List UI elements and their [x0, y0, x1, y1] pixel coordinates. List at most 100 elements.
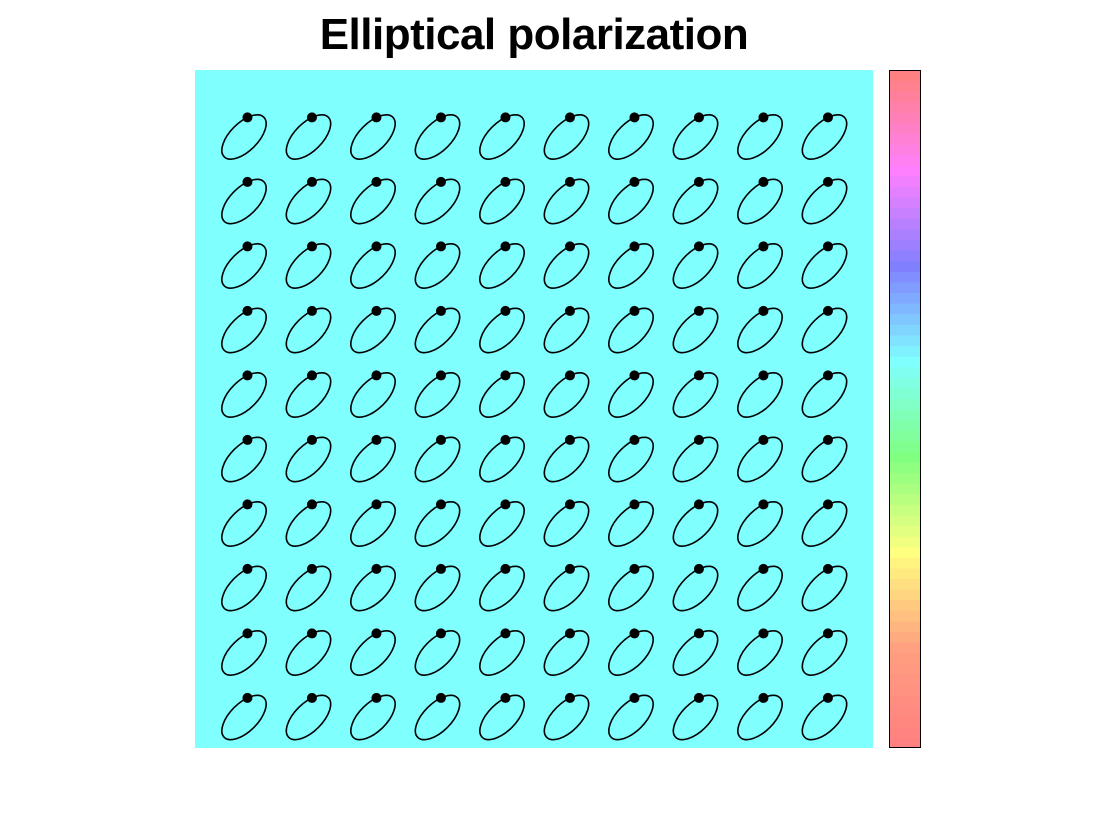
colorbar-band — [889, 228, 921, 241]
polarization-ellipse — [801, 628, 848, 676]
polarization-marker — [564, 241, 575, 252]
ellipse-path — [543, 501, 590, 547]
polarization-ellipse — [479, 370, 525, 418]
ellipse-path — [737, 372, 783, 418]
colorbar-band — [889, 324, 921, 336]
ellipse-grid — [221, 112, 848, 741]
ellipse-path — [479, 372, 525, 418]
polarization-marker — [371, 112, 382, 123]
polarization-ellipse — [801, 434, 848, 483]
polarization-ellipse — [608, 112, 654, 160]
polarization-marker — [693, 563, 704, 574]
polarization-ellipse — [801, 241, 848, 289]
polarization-marker — [822, 563, 833, 574]
polarization-marker — [242, 176, 253, 187]
ellipse-path — [414, 694, 461, 741]
polarization-marker — [822, 434, 833, 445]
colorbar-band — [889, 472, 921, 484]
polarization-marker — [306, 563, 317, 574]
polarization-marker — [822, 370, 833, 381]
ellipse-path — [608, 372, 654, 418]
polarization-marker — [435, 176, 446, 187]
colorbar-band — [889, 567, 921, 580]
polarization-ellipse — [672, 370, 719, 418]
ellipse-path — [801, 501, 848, 547]
ellipse-path — [285, 178, 332, 225]
ellipse-path — [801, 436, 848, 483]
polarization-marker — [822, 628, 833, 639]
ellipse-path — [672, 501, 719, 547]
polarization-marker — [693, 499, 704, 510]
colorbar-frame — [889, 70, 921, 748]
polarization-marker — [435, 499, 446, 510]
polarization-marker — [371, 241, 382, 252]
ellipse-path — [672, 694, 719, 741]
polarization-ellipse — [414, 499, 461, 547]
polarization-ellipse — [737, 241, 783, 289]
polarization-ellipse — [737, 176, 783, 225]
ellipse-path — [414, 307, 461, 354]
polarization-ellipse — [414, 112, 461, 160]
polarization-marker — [371, 176, 382, 187]
polarization-ellipse — [608, 305, 654, 354]
ellipse-path — [479, 243, 525, 289]
ellipse-path — [479, 630, 525, 676]
ellipse-path — [414, 501, 461, 547]
ellipse-path — [221, 630, 267, 676]
ellipse-path — [221, 694, 267, 741]
polarization-ellipse — [801, 370, 848, 418]
colorbar-band — [889, 514, 921, 527]
ellipse-path — [414, 114, 461, 160]
polarization-marker — [500, 499, 511, 510]
polarization-marker — [693, 692, 704, 703]
polarization-marker — [306, 305, 317, 316]
ellipse-path — [543, 114, 590, 160]
ellipse-path — [737, 178, 783, 225]
figure-title: Elliptical polarization — [319, 10, 749, 59]
polarization-ellipse — [737, 112, 783, 160]
ellipse-path — [608, 565, 654, 612]
polarization-marker — [306, 434, 317, 445]
polarization-ellipse — [285, 563, 332, 612]
ellipse-path — [350, 501, 396, 547]
polarization-ellipse — [221, 692, 267, 741]
colorbar-band — [889, 589, 921, 601]
polarization-marker — [693, 370, 704, 381]
polarization-ellipse — [285, 241, 332, 289]
polarization-marker — [822, 176, 833, 187]
polarization-marker — [822, 112, 833, 123]
polarization-marker — [564, 628, 575, 639]
polarization-marker — [564, 112, 575, 123]
polarization-ellipse — [737, 499, 783, 547]
colorbar-band — [889, 440, 921, 452]
ellipse-path — [672, 307, 719, 354]
polarization-marker — [693, 112, 704, 123]
ellipse-path — [801, 243, 848, 289]
polarization-marker — [500, 176, 511, 187]
ellipse-path — [737, 630, 783, 676]
polarization-ellipse — [801, 499, 848, 547]
polarization-ellipse — [221, 112, 267, 160]
colorbar-band — [889, 112, 921, 124]
ellipse-path — [221, 243, 267, 289]
ellipse-path — [672, 436, 719, 483]
colorbar-band — [889, 642, 921, 654]
polarization-ellipse — [221, 628, 267, 676]
polarization-marker — [629, 112, 640, 123]
colorbar-band — [889, 91, 921, 103]
ellipse-path — [350, 436, 396, 483]
ellipse-path — [479, 565, 525, 612]
polarization-ellipse — [414, 176, 461, 225]
polarization-ellipse — [479, 241, 525, 289]
polarization-ellipse — [543, 499, 590, 547]
polarization-ellipse — [737, 628, 783, 676]
polarization-ellipse — [479, 305, 525, 354]
colorbar-band — [889, 387, 921, 399]
polarization-marker — [500, 305, 511, 316]
polarization-ellipse — [543, 563, 590, 612]
ellipse-path — [221, 501, 267, 547]
polarization-marker — [242, 563, 253, 574]
polarization-marker — [306, 628, 317, 639]
polarization-ellipse — [350, 499, 396, 547]
colorbar-band — [889, 197, 921, 209]
